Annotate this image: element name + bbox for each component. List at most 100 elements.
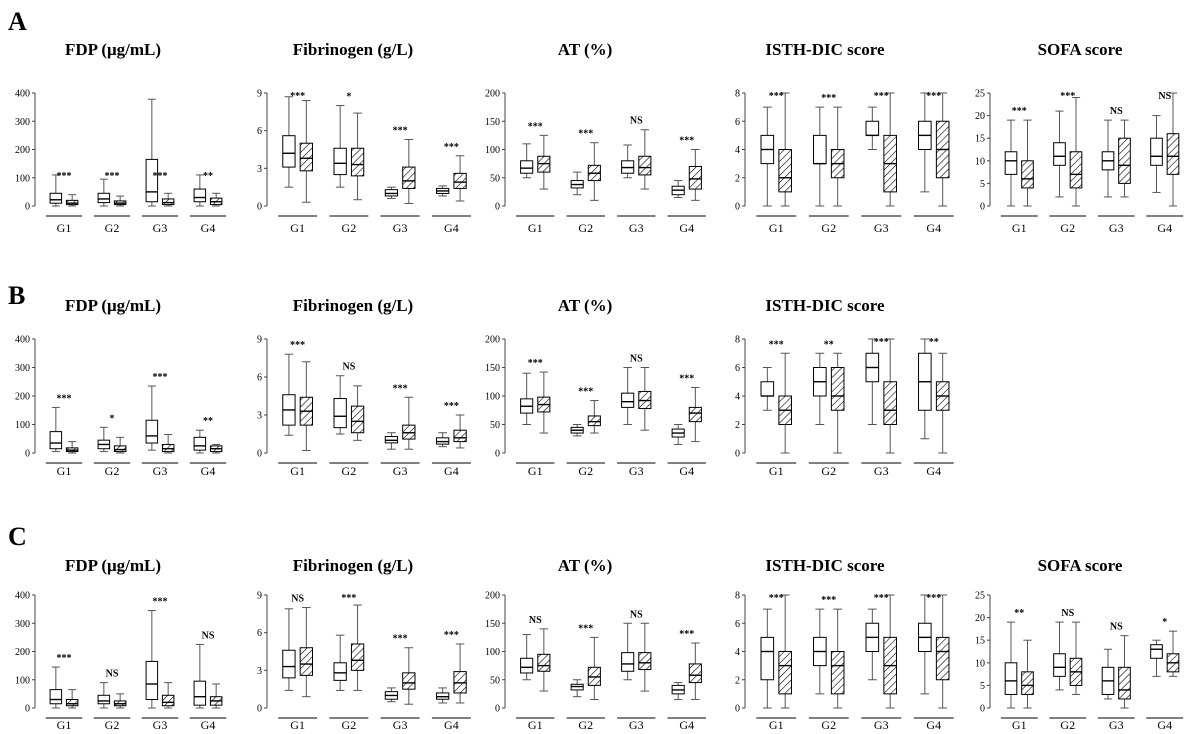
significance-label: * (110, 413, 115, 424)
y-tick-label: 6 (257, 628, 262, 639)
box-after (689, 407, 701, 421)
y-tick-label: 6 (257, 373, 262, 384)
significance-label: NS (630, 354, 643, 365)
significance-label: * (346, 92, 351, 103)
y-tick-label: 400 (15, 591, 30, 602)
group-label: G3 (874, 221, 889, 235)
significance-label: NS (1061, 608, 1074, 619)
significance-label: *** (578, 623, 593, 634)
y-tick-label: 200 (485, 591, 500, 602)
group-label: G3 (153, 718, 168, 732)
box-before (194, 681, 206, 705)
significance-label: *** (679, 629, 694, 640)
group-label: G1 (528, 718, 543, 732)
y-tick-label: 20 (975, 613, 985, 624)
significance-label: ** (1014, 608, 1024, 619)
significance-label: *** (57, 393, 72, 404)
y-tick-label: 300 (15, 363, 30, 374)
group-label: G4 (444, 718, 459, 732)
y-tick-label: 10 (975, 658, 985, 669)
significance-label: NS (1110, 106, 1123, 117)
box-after (1119, 667, 1131, 699)
significance-label: *** (821, 93, 836, 104)
y-tick-label: 5 (980, 179, 985, 190)
box-after (831, 368, 844, 411)
group-label: G2 (342, 464, 357, 478)
group-label: G4 (926, 464, 941, 478)
group-label: G4 (201, 464, 216, 478)
y-tick-label: 0 (735, 704, 740, 715)
y-tick-label: 0 (257, 449, 262, 460)
y-tick-label: 0 (735, 202, 740, 213)
significance-label: *** (341, 593, 356, 604)
significance-label: NS (342, 362, 355, 373)
y-tick-label: 2 (735, 173, 740, 184)
significance-label: NS (291, 594, 304, 605)
group-label: G1 (290, 464, 305, 478)
group-label: G2 (821, 221, 836, 235)
chart-title: ISTH-DIC score (765, 556, 885, 575)
y-tick-label: 3 (257, 411, 262, 422)
significance-label: * (1162, 617, 1167, 628)
significance-label: *** (393, 125, 408, 136)
y-tick-label: 0 (495, 704, 500, 715)
box-after (351, 644, 363, 670)
y-tick-label: 400 (15, 335, 30, 346)
box-after (1022, 672, 1034, 695)
box-after (936, 637, 949, 679)
group-label: G2 (821, 464, 836, 478)
significance-label: *** (874, 91, 889, 102)
y-tick-label: 200 (485, 89, 500, 100)
box-before (194, 189, 206, 202)
box-after (1070, 152, 1082, 188)
chart-b-4: ISTH-DIC score02468 ***G1**G2***G3**G4 (735, 296, 954, 478)
significance-label: *** (578, 387, 593, 398)
group-label: G2 (578, 464, 593, 478)
box-after (689, 166, 701, 189)
y-tick-label: 200 (485, 335, 500, 346)
chart-c-1: FDP (μg/mL)0100200300400***G1NSG2***G3NS… (15, 556, 226, 732)
box-after (162, 199, 174, 205)
y-tick-label: 0 (25, 704, 30, 715)
significance-label: ** (824, 339, 834, 350)
significance-label: *** (153, 372, 168, 383)
significance-label: *** (679, 373, 694, 384)
box-after (162, 695, 174, 705)
y-tick-label: 6 (735, 363, 740, 374)
group-label: G4 (444, 221, 459, 235)
chart-title: Fibrinogen (g/L) (293, 556, 413, 575)
y-tick-label: 50 (490, 420, 500, 431)
group-label: G2 (342, 718, 357, 732)
y-tick-label: 100 (485, 145, 500, 156)
significance-label: *** (57, 653, 72, 664)
significance-label: *** (528, 121, 543, 132)
chart-a-4: ISTH-DIC score02468 ***G1***G2***G3***G4 (735, 40, 954, 235)
significance-label: *** (926, 91, 941, 102)
y-tick-label: 8 (735, 89, 740, 100)
group-label: G2 (105, 221, 120, 235)
significance-label: NS (202, 630, 215, 641)
y-tick-label: 200 (15, 145, 30, 156)
group-label: G2 (821, 718, 836, 732)
group-label: G3 (153, 221, 168, 235)
group-label: G1 (769, 718, 784, 732)
chart-c-3: AT (%)050100150200NSG1***G2NSG3***G4 (485, 556, 706, 732)
significance-label: *** (153, 597, 168, 608)
y-tick-label: 2 (735, 420, 740, 431)
y-tick-label: 100 (485, 392, 500, 403)
y-tick-label: 3 (257, 164, 262, 175)
box-before (622, 393, 634, 407)
box-after (351, 148, 363, 176)
group-label: G1 (528, 221, 543, 235)
group-label: G2 (578, 221, 593, 235)
box-after (639, 653, 651, 670)
y-tick-label: 200 (15, 392, 30, 403)
y-tick-label: 0 (495, 202, 500, 213)
significance-label: ** (929, 337, 939, 348)
significance-label: NS (1110, 622, 1123, 633)
y-tick-label: 100 (15, 173, 30, 184)
significance-label: *** (444, 401, 459, 412)
box-before (1151, 645, 1163, 659)
box-before (622, 653, 634, 672)
group-label: G3 (629, 464, 644, 478)
